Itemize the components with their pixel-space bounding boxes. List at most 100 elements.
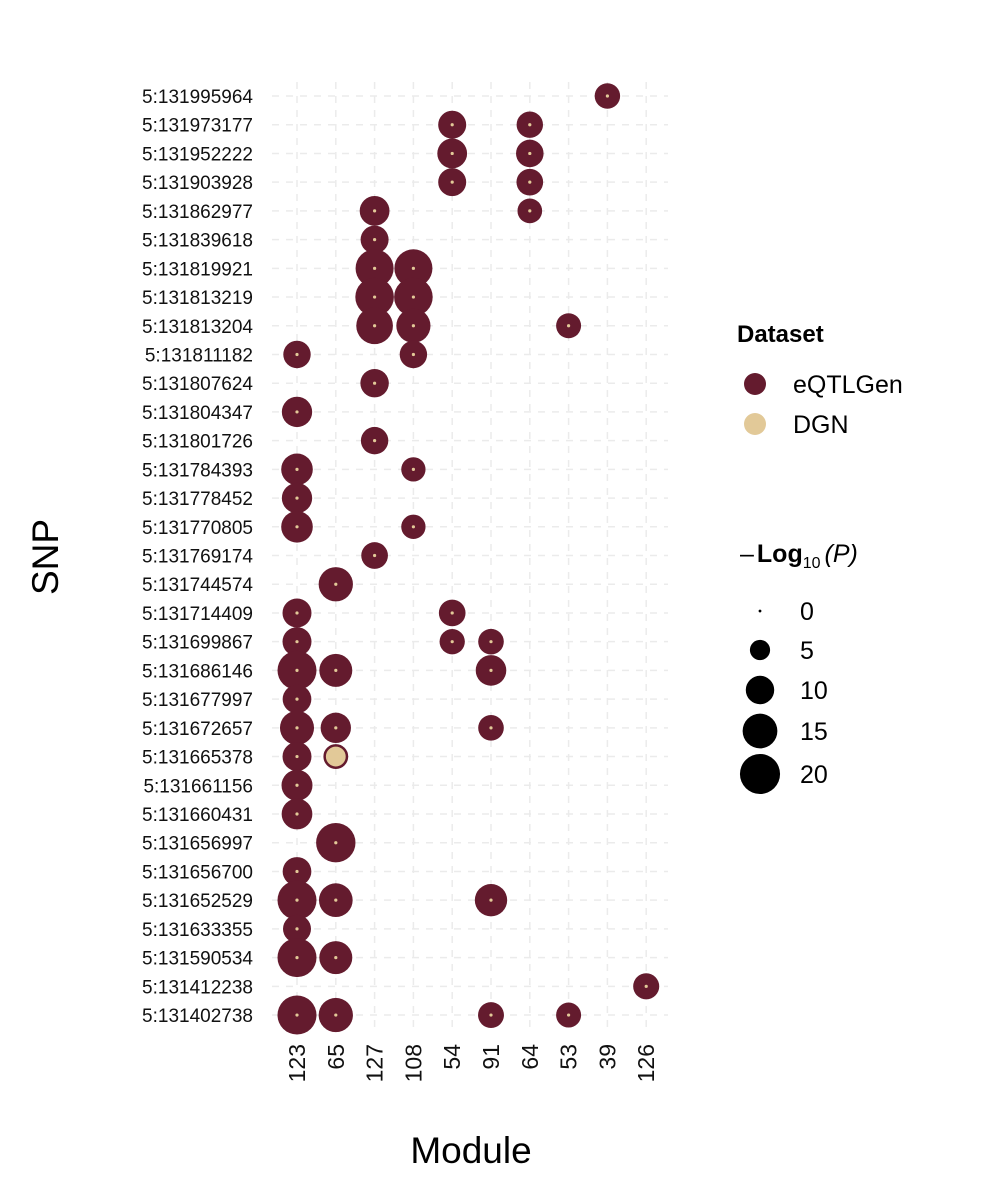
point-center-dot xyxy=(450,640,454,644)
point-center-dot xyxy=(295,956,299,960)
size-legend-label: 0 xyxy=(800,598,814,626)
x-tick-label: 54 xyxy=(439,1044,465,1070)
legend-label: DGN xyxy=(793,411,849,439)
point-center-dot xyxy=(373,266,377,270)
point-center-dot xyxy=(373,381,377,385)
size-legend-key xyxy=(739,753,781,795)
y-tick-label: 5:131633355 xyxy=(142,920,253,941)
point-center-dot xyxy=(334,1013,338,1017)
point-center-dot xyxy=(450,123,454,127)
y-tick-label: 5:131412238 xyxy=(142,977,253,998)
point-center-dot xyxy=(334,841,338,845)
point-center-dot xyxy=(450,151,454,156)
size-legend-key xyxy=(749,639,771,661)
y-tick-labels: 5:131995964 5:131973177 5:131952222 5:13190… xyxy=(142,87,253,1027)
point-center-dot xyxy=(411,295,415,299)
y-tick-label: 5:131862977 xyxy=(142,202,253,223)
y-tick-label: 5:131665378 xyxy=(142,748,253,769)
y-tick-label: 5:131769174 xyxy=(142,547,253,568)
point-center-dot xyxy=(373,553,377,558)
x-tick-label: 64 xyxy=(517,1044,543,1070)
x-axis-title: Module xyxy=(410,1130,531,1171)
point-center-dot xyxy=(373,209,377,213)
x-tick-label: 91 xyxy=(478,1044,504,1070)
point-center-dot xyxy=(411,266,415,270)
point-center-dot xyxy=(489,898,493,902)
size-legend-key xyxy=(742,713,778,749)
size-legend-title-p: (P) xyxy=(825,540,858,568)
y-tick-label: 5:131811182 xyxy=(145,345,253,366)
point-center-dot xyxy=(567,324,571,328)
y-tick-label: 5:131973177 xyxy=(142,116,253,137)
y-tick-label: 5:131819921 xyxy=(142,259,253,280)
point-center-dot xyxy=(295,754,299,759)
y-tick-label: 5:131699867 xyxy=(142,633,253,654)
y-tick-label: 5:131677997 xyxy=(142,690,253,711)
y-tick-label: 5:131801726 xyxy=(142,432,253,453)
legend-key-eqtlgen xyxy=(744,373,766,395)
point-center-dot xyxy=(489,1013,493,1017)
point-center-dot xyxy=(334,754,338,759)
point-center-dot xyxy=(528,209,532,213)
point-center-dot xyxy=(295,668,299,673)
point-center-dot xyxy=(334,726,338,730)
y-tick-label: 5:131672657 xyxy=(142,719,253,740)
point-center-dot xyxy=(373,238,377,242)
y-tick-label: 5:131813204 xyxy=(142,317,253,338)
grid-lines xyxy=(272,82,668,1030)
y-tick-label: 5:131903928 xyxy=(142,173,253,194)
point-center-dot xyxy=(295,927,299,931)
point-center-dot xyxy=(295,783,299,787)
size-legend-key xyxy=(745,675,775,705)
point-center-dot xyxy=(295,496,299,500)
y-tick-label: 5:131656700 xyxy=(142,862,253,883)
size-legend-label: 15 xyxy=(800,718,828,746)
size-legend-title: – Log10 (P) xyxy=(740,540,858,572)
point-center-dot xyxy=(295,611,299,615)
point-center-dot xyxy=(489,640,493,644)
point-center-dot xyxy=(489,668,493,673)
x-tick-label: 126 xyxy=(633,1044,659,1082)
y-tick-label: 5:131813219 xyxy=(142,288,253,309)
point-center-dot xyxy=(295,697,299,701)
y-tick-label: 5:131744574 xyxy=(142,575,253,596)
size-legend-label: 20 xyxy=(800,761,828,789)
point-center-dot xyxy=(334,582,338,586)
y-tick-label: 5:131590534 xyxy=(142,949,253,970)
point-center-dot xyxy=(450,611,454,615)
point-center-dot xyxy=(295,640,299,644)
y-tick-label: 5:131778452 xyxy=(142,489,253,510)
point-center-dot xyxy=(295,812,299,816)
point-center-dot xyxy=(334,898,338,902)
y-tick-label: 5:131661156 xyxy=(143,776,253,797)
y-tick-label: 5:131804347 xyxy=(142,403,253,424)
point-center-dot xyxy=(295,869,299,874)
size-legend-title-sub: 10 xyxy=(803,555,821,572)
point-center-dot xyxy=(295,410,299,414)
point-center-dot xyxy=(295,525,299,529)
point-center-dot xyxy=(334,668,338,673)
point-center-dot xyxy=(411,525,415,529)
color-legend-title: Dataset xyxy=(737,321,824,348)
point-center-dot xyxy=(295,352,299,357)
y-tick-label: 5:131807624 xyxy=(142,374,253,395)
x-tick-label: 39 xyxy=(594,1044,620,1070)
x-tick-labels: 123 65 127 108 54 91 64 53 39 126 xyxy=(284,1044,659,1083)
point-center-dot xyxy=(567,1013,571,1017)
x-tick-label: 65 xyxy=(323,1044,349,1070)
point-center-dot xyxy=(295,1013,299,1017)
y-tick-label: 5:131952222 xyxy=(142,144,253,165)
y-tick-label: 5:131402738 xyxy=(142,1006,253,1027)
point-center-dot xyxy=(373,324,377,328)
color-legend: Dataset eQTLGen DGN xyxy=(737,321,903,439)
size-legend-title-log: Log xyxy=(757,540,803,568)
x-tick-label: 108 xyxy=(400,1044,426,1082)
y-tick-label: 5:131770805 xyxy=(142,518,253,539)
point-center-dot xyxy=(411,324,415,328)
x-tick-label: 127 xyxy=(362,1044,388,1082)
point-center-dot xyxy=(295,898,299,902)
y-tick-label: 5:131714409 xyxy=(142,604,253,625)
size-legend-key xyxy=(758,609,762,613)
